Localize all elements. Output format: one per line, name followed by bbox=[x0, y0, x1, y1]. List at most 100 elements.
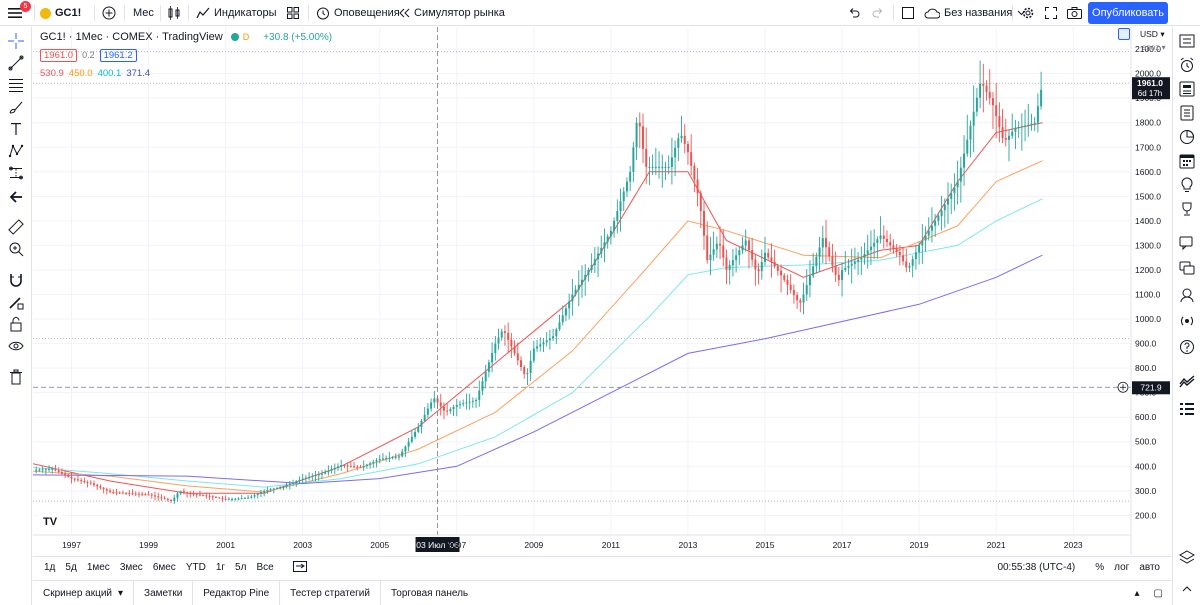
zoom-in-icon[interactable] bbox=[6, 239, 26, 259]
help-icon[interactable] bbox=[1177, 337, 1197, 357]
price-labels: 1961.06d 17h 721.9 bbox=[1117, 77, 1170, 395]
candle-body bbox=[182, 491, 185, 493]
arrow-left-icon[interactable] bbox=[6, 187, 26, 207]
watchlist-icon[interactable] bbox=[1177, 31, 1197, 51]
ruler-icon[interactable] bbox=[6, 217, 26, 237]
broadcast-icon[interactable] bbox=[1177, 311, 1197, 331]
magnet-icon[interactable] bbox=[6, 270, 26, 290]
prediction-icon[interactable] bbox=[6, 163, 26, 183]
pattern-icon[interactable] bbox=[6, 141, 26, 161]
range-3m[interactable]: 3мес bbox=[119, 562, 143, 573]
chevron-down-icon: ▾ bbox=[1159, 43, 1166, 52]
publish-button[interactable]: Опубликовать bbox=[1088, 2, 1168, 24]
right-sidebar bbox=[1172, 27, 1200, 605]
alerts-button[interactable]: Оповещения bbox=[316, 0, 400, 26]
chat-icon[interactable] bbox=[1177, 233, 1197, 253]
save-layout-button[interactable]: Без названия bbox=[924, 0, 1026, 26]
compare-add-icon[interactable] bbox=[102, 0, 116, 26]
panel-screener[interactable]: Скринер акций ▾ bbox=[33, 580, 135, 605]
candle-body bbox=[658, 166, 661, 168]
redo-icon[interactable] bbox=[872, 0, 884, 26]
calendar-icon[interactable] bbox=[1177, 151, 1197, 171]
range-5d[interactable]: 5д bbox=[65, 562, 77, 573]
menu-icon[interactable] bbox=[8, 0, 22, 26]
fib-levels-icon[interactable] bbox=[6, 75, 26, 95]
candle-body bbox=[536, 346, 539, 349]
time-axis[interactable]: 1997 1999 2001 2003 2005 2007 2009 2011 2013 2015… bbox=[33, 534, 1156, 552]
log-toggle[interactable]: лог bbox=[1114, 562, 1130, 573]
crosshair-price-box bbox=[1132, 381, 1170, 395]
dom-icon[interactable] bbox=[1177, 399, 1197, 419]
replay-button[interactable]: Симулятор рынка bbox=[398, 0, 505, 26]
range-6m[interactable]: 6мес bbox=[152, 562, 176, 573]
crosshair-date-label: 03 Июл '06 bbox=[416, 540, 459, 550]
stream-icon[interactable] bbox=[1177, 371, 1197, 391]
range-5y[interactable]: 5л bbox=[235, 562, 247, 573]
candle-body bbox=[998, 116, 1001, 128]
range-1y[interactable]: 1г bbox=[215, 562, 226, 573]
maximize-panel-icon[interactable]: ▢ bbox=[1153, 587, 1163, 599]
panel-strategy-tester[interactable]: Тестер стратегий bbox=[280, 580, 381, 605]
symbol-search-button[interactable]: GC1! bbox=[40, 0, 81, 26]
range-all[interactable]: Все bbox=[256, 562, 274, 573]
price-axis[interactable]: 200.0300.0400.0500.0600.0700.0800.0900.0… bbox=[1130, 27, 1171, 555]
layouts-grid-icon[interactable] bbox=[287, 0, 299, 26]
trend-line-icon[interactable] bbox=[6, 53, 26, 73]
notes-icon[interactable] bbox=[1177, 103, 1197, 123]
pie-chart-icon[interactable] bbox=[1177, 127, 1197, 147]
gear-icon[interactable] bbox=[1021, 0, 1035, 26]
lightbulb-icon[interactable] bbox=[1177, 175, 1197, 195]
scale-mode-selector[interactable]: apoz ▾ bbox=[1142, 43, 1166, 52]
panel-pine-editor[interactable]: Редактор Pine bbox=[193, 580, 281, 605]
layout-box-icon[interactable] bbox=[902, 0, 914, 26]
interval-button[interactable]: Мес bbox=[133, 7, 154, 19]
chart-canvas[interactable]: 03 Июл '06 1997 1999 2001 2003 2005 2007 2009 2… bbox=[33, 27, 1171, 555]
crosshair-icon[interactable] bbox=[6, 31, 26, 51]
indicators-button[interactable]: Индикаторы bbox=[196, 0, 277, 26]
currency-selector[interactable]: USD ▾ bbox=[1140, 29, 1165, 39]
candle-body bbox=[1036, 106, 1039, 123]
fullscreen-icon[interactable] bbox=[1045, 0, 1057, 26]
candle-body bbox=[420, 420, 423, 428]
range-1m[interactable]: 1мес bbox=[86, 562, 110, 573]
candle-body bbox=[349, 465, 352, 467]
text-tool-icon[interactable] bbox=[6, 119, 26, 139]
date-range-icon[interactable] bbox=[292, 560, 307, 575]
chats-icon[interactable] bbox=[1177, 259, 1197, 279]
camera-icon[interactable] bbox=[1067, 0, 1082, 26]
brush-icon[interactable] bbox=[6, 97, 26, 117]
eye-icon[interactable] bbox=[6, 336, 26, 356]
news-icon[interactable] bbox=[1177, 79, 1197, 99]
panel-notes[interactable]: Заметки bbox=[134, 580, 194, 605]
percent-toggle[interactable]: % bbox=[1095, 562, 1105, 573]
lock-icon[interactable] bbox=[6, 314, 26, 334]
layers-icon[interactable] bbox=[1177, 547, 1197, 567]
alarm-clock-icon[interactable] bbox=[1177, 55, 1197, 75]
collapse-icon[interactable] bbox=[1177, 579, 1197, 599]
candle-body bbox=[137, 493, 140, 495]
price-tick-label: 400.0 bbox=[1135, 461, 1157, 471]
trophy-icon[interactable] bbox=[1177, 199, 1197, 219]
candle-body bbox=[160, 497, 163, 499]
candle-body bbox=[825, 238, 827, 248]
pencil-lock-icon[interactable] bbox=[6, 292, 26, 312]
undo-icon[interactable] bbox=[848, 0, 860, 26]
tradingview-logo[interactable]: TV bbox=[37, 509, 63, 533]
auto-toggle[interactable]: авто bbox=[1139, 562, 1160, 573]
ask-price[interactable]: 1961.2 bbox=[99, 48, 137, 62]
candle-body bbox=[786, 279, 789, 285]
legend-title[interactable]: GC1! · 1Мес · COMEX · TradingView bbox=[40, 31, 223, 43]
range-ytd[interactable]: YTD bbox=[185, 562, 206, 573]
candle-body bbox=[898, 251, 901, 256]
candle-body bbox=[972, 111, 975, 126]
chevron-up-icon[interactable]: ▴ bbox=[1134, 587, 1140, 599]
panel-trading[interactable]: Торговая панель bbox=[390, 587, 469, 599]
drawing-toolbar bbox=[0, 27, 32, 605]
ideas-stream-icon[interactable] bbox=[1177, 285, 1197, 305]
trash-icon[interactable] bbox=[6, 367, 26, 387]
candle-style-icon[interactable] bbox=[168, 0, 180, 26]
range-1d[interactable]: 1д bbox=[44, 562, 56, 573]
bid-price[interactable]: 1961.0 bbox=[40, 48, 78, 62]
scale-settings-icon[interactable] bbox=[1118, 28, 1130, 40]
clock-display[interactable]: 00:55:38 (UTC-4) bbox=[997, 562, 1076, 573]
